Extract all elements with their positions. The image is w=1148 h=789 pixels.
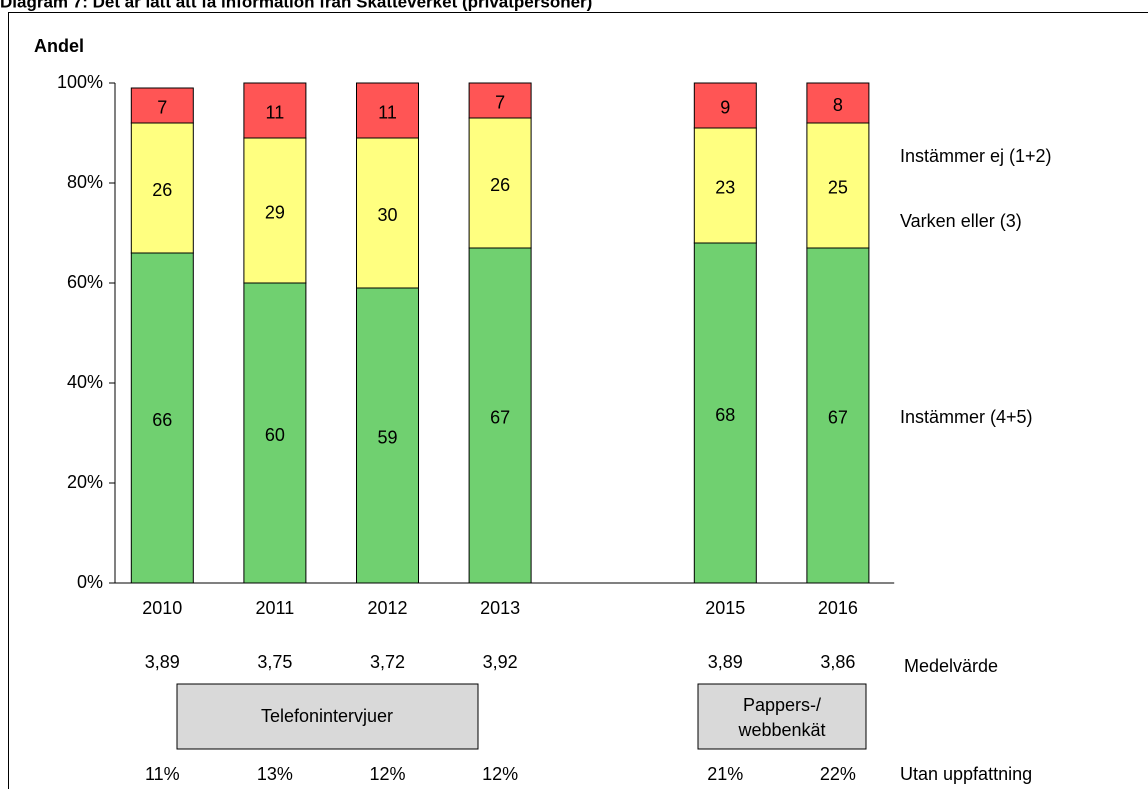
bar-segment (130, 252, 194, 584)
no-opinion-label: 22% (820, 764, 856, 784)
data-label: 9 (720, 97, 730, 117)
data-label: 26 (152, 180, 172, 200)
data-label: 30 (377, 205, 397, 225)
legend-label: Instämmer (4+5) (900, 407, 1033, 427)
y-tick-label: 0% (77, 572, 103, 592)
bar-segment (806, 122, 870, 249)
mean-label: 3,92 (483, 652, 518, 672)
x-tick-label: 2010 (142, 598, 182, 618)
data-label: 66 (152, 410, 172, 430)
group-box (176, 683, 479, 750)
group-label: Pappers-/ (743, 695, 821, 715)
bar-segment (468, 82, 532, 119)
data-label: 7 (157, 97, 167, 117)
bar-segment (356, 287, 419, 584)
legend-label: Varken eller (3) (900, 211, 1022, 231)
bar-segment (243, 82, 307, 139)
y-tick-label: 100% (57, 72, 103, 92)
y-tick-label: 20% (67, 472, 103, 492)
bar-segment (693, 82, 757, 129)
no-opinion-label: 12% (482, 764, 518, 784)
y-tick-label: 40% (67, 372, 103, 392)
data-label: 26 (490, 175, 510, 195)
data-label: 60 (265, 425, 285, 445)
mean-label: 3,89 (708, 652, 743, 672)
group-label: webbenkät (737, 720, 825, 740)
bar-segment (243, 137, 307, 284)
mean-label: 3,89 (145, 652, 180, 672)
y-tick-label: 60% (67, 272, 103, 292)
x-tick-label: 2016 (818, 598, 858, 618)
no-opinion-label: 12% (369, 764, 405, 784)
no-opinion-label: 21% (707, 764, 743, 784)
bar-segment (693, 127, 757, 244)
x-tick-label: 2015 (705, 598, 745, 618)
row-label: Medelvärde (904, 656, 998, 676)
frame (8, 12, 1148, 789)
data-label: 29 (265, 202, 285, 222)
data-label: 67 (828, 407, 848, 427)
y-tick-label: 80% (67, 172, 103, 192)
bar-segment (130, 122, 194, 254)
no-opinion-label: 13% (257, 764, 293, 784)
bar-segment (806, 82, 870, 124)
mean-label: 3,75 (257, 652, 292, 672)
group-box (697, 683, 867, 750)
mean-label: 3,86 (820, 652, 855, 672)
data-label: 8 (833, 95, 843, 115)
data-label: 68 (715, 405, 735, 425)
x-tick-label: 2012 (367, 598, 407, 618)
row-label: Utan uppfattning (900, 764, 1032, 784)
x-tick-label: 2013 (480, 598, 520, 618)
legend-label: Instämmer ej (1+2) (900, 146, 1052, 166)
data-label: 7 (495, 92, 505, 112)
data-label: 11 (266, 102, 285, 122)
y-axis-label: Andel (34, 36, 84, 56)
bar-segment (356, 82, 419, 139)
data-label: 11 (378, 102, 397, 122)
no-opinion-label: 11% (145, 764, 180, 784)
bar-segment (806, 247, 870, 584)
chart-title: Diagram 7: Det är lätt att få informatio… (0, 0, 592, 11)
data-label: 67 (490, 407, 510, 427)
data-label: 25 (828, 177, 848, 197)
bar-segment (693, 242, 757, 584)
x-tick-label: 2011 (256, 598, 295, 618)
bar-segment (468, 117, 532, 249)
bar-segment (243, 282, 307, 584)
bar-segment (356, 137, 419, 289)
bar-segment (130, 87, 194, 124)
data-label: 23 (715, 177, 735, 197)
data-label: 59 (377, 427, 397, 447)
mean-label: 3,72 (370, 652, 405, 672)
group-label: Telefonintervjuer (261, 706, 393, 726)
